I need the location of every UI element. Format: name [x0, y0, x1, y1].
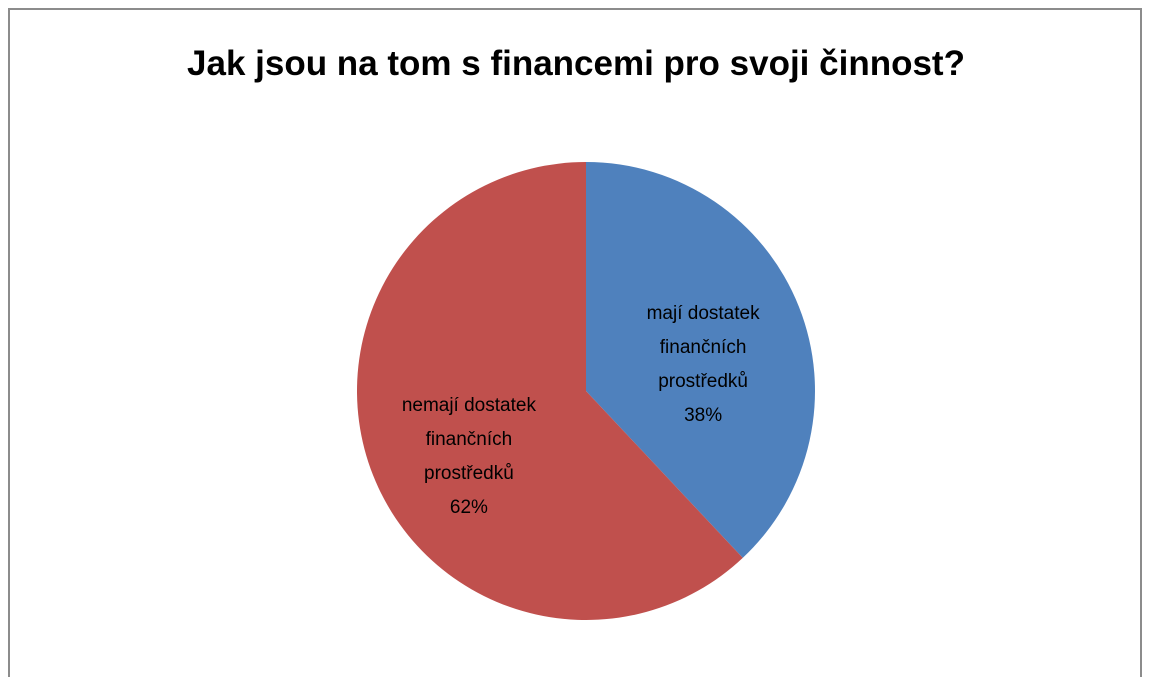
- category-label: mají dostatek finančních prostředků: [646, 302, 760, 392]
- value-label: 38%: [684, 404, 723, 426]
- slice-label: mají dostatek finančních prostředků 38%: [623, 297, 783, 433]
- chart-frame: [8, 8, 1142, 677]
- slice-label: nemají dostatek finančních prostředků 62%: [389, 389, 549, 525]
- chart-title: Jak jsou na tom s financemi pro svoji či…: [187, 44, 965, 83]
- category-label: nemají dostatek finančních prostředků: [401, 395, 536, 485]
- value-label: 62%: [449, 497, 488, 519]
- pie-slice: [586, 162, 815, 558]
- pie-slice: [357, 162, 743, 620]
